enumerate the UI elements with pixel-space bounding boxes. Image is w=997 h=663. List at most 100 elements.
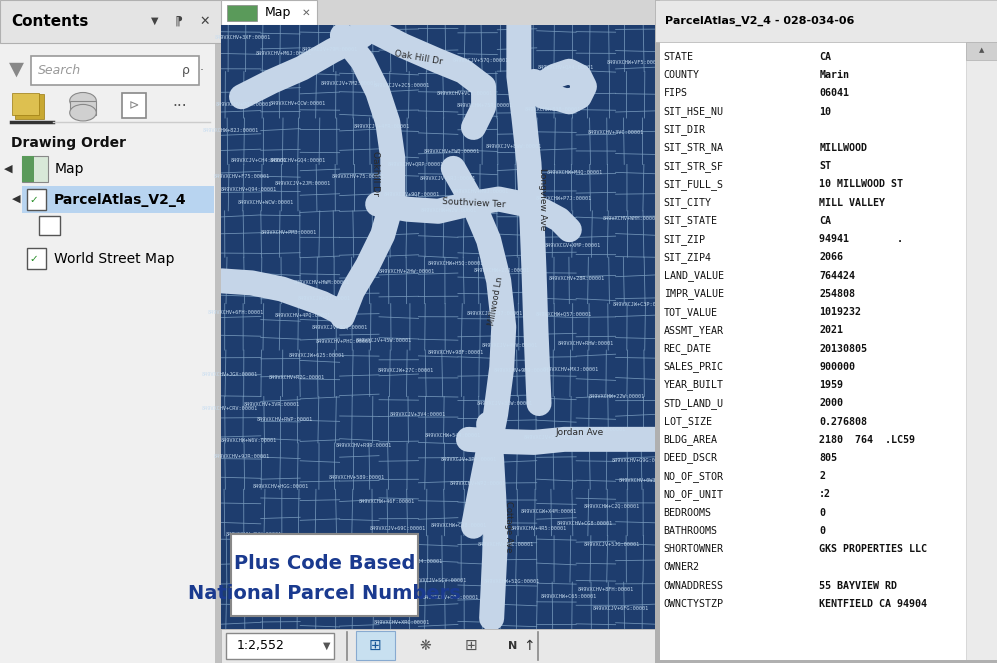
- Text: 849VXCHV+CG8:00001: 849VXCHV+CG8:00001: [556, 521, 612, 526]
- Bar: [655, 0, 997, 42]
- Text: 849VXCJV+9QF:00001: 849VXCJV+9QF:00001: [384, 192, 441, 197]
- Text: 254808: 254808: [820, 289, 855, 299]
- Text: Marin: Marin: [820, 70, 849, 80]
- Text: 849VXCJV+69C:00001: 849VXCJV+69C:00001: [370, 526, 426, 531]
- Text: 849VXCJV+4FR:00001: 849VXCJV+4FR:00001: [353, 124, 410, 129]
- Text: ·: ·: [199, 64, 203, 77]
- Text: 849VXCJV+74W:00001: 849VXCJV+74W:00001: [360, 582, 416, 587]
- Text: 764424: 764424: [820, 271, 855, 280]
- Text: SIT_CITY: SIT_CITY: [664, 198, 712, 208]
- Text: 849VXCHV+HGG:00001: 849VXCHV+HGG:00001: [252, 484, 309, 489]
- Text: 849VXCHV+RWP:00001: 849VXCHV+RWP:00001: [256, 417, 312, 422]
- Text: 849VXCHV+PHC:00001: 849VXCHV+PHC:00001: [315, 339, 372, 343]
- Text: Map: Map: [264, 6, 291, 19]
- Text: 0: 0: [820, 508, 826, 518]
- Text: :2: :2: [820, 489, 831, 499]
- Text: 849VXCHV+J89:00001: 849VXCHV+J89:00001: [569, 427, 626, 432]
- Text: ParcelAtlas_V2_4 - 028-034-06: ParcelAtlas_V2_4 - 028-034-06: [665, 16, 854, 27]
- Text: FIPS: FIPS: [664, 88, 688, 98]
- Text: SIT_STATE: SIT_STATE: [664, 215, 718, 226]
- Bar: [966, 42, 997, 60]
- Text: 849VXCJV+8GQ:00001: 849VXCJV+8GQ:00001: [312, 324, 368, 330]
- Text: 849VXCHW+46F:00001: 849VXCHW+46F:00001: [359, 499, 415, 504]
- Text: SHORTOWNER: SHORTOWNER: [664, 544, 724, 554]
- Text: 849VXCHV+9JR:00001: 849VXCHV+9JR:00001: [213, 454, 269, 459]
- Text: ✕: ✕: [199, 15, 209, 28]
- Ellipse shape: [70, 92, 97, 109]
- Text: 849VXCHV+G9G:00001: 849VXCHV+G9G:00001: [423, 595, 480, 600]
- Text: 849VXCHV+9VV:00001: 849VXCHV+9VV:00001: [225, 532, 281, 537]
- Text: BATHROOMS: BATHROOMS: [664, 526, 718, 536]
- Text: 10: 10: [820, 107, 831, 117]
- Text: 849VXCJV+2JM:00001: 849VXCJV+2JM:00001: [275, 182, 331, 186]
- Bar: [16, 94, 44, 119]
- Text: 849VXCJV+4WV:00001: 849VXCJV+4WV:00001: [482, 343, 538, 349]
- Text: 849VXCJV+2C5:00001: 849VXCJV+2C5:00001: [373, 84, 430, 88]
- Text: ↑: ↑: [522, 638, 534, 653]
- Text: 849VXCHV+R99:00001: 849VXCHV+R99:00001: [336, 443, 392, 448]
- Text: 849VXCHV+M6J:00001: 849VXCHV+M6J:00001: [255, 50, 312, 56]
- Text: 849VXCHV+JGX:00001: 849VXCHV+JGX:00001: [201, 372, 257, 377]
- Text: 849VXCHV+WP2:00001: 849VXCHV+WP2:00001: [450, 481, 505, 487]
- Text: National Parcel Numbers: National Parcel Numbers: [188, 584, 461, 603]
- Text: 2066: 2066: [820, 253, 843, 263]
- Text: ❋: ❋: [420, 638, 431, 653]
- Text: 849VXCJW+C3P:00001: 849VXCJW+C3P:00001: [612, 302, 669, 306]
- Text: 0: 0: [820, 526, 826, 536]
- Text: ρ: ρ: [181, 64, 189, 77]
- Text: 849VXCHV+0W3:00001: 849VXCHV+0W3:00001: [619, 477, 675, 483]
- Text: 849VXCHV+3XF:00001: 849VXCHV+3XF:00001: [215, 34, 271, 40]
- Text: 20130805: 20130805: [820, 343, 867, 353]
- Text: 849VXCHW+M4Q:00001: 849VXCHW+M4Q:00001: [546, 170, 602, 175]
- Bar: [655, 660, 997, 663]
- Text: OWNER2: OWNER2: [664, 562, 700, 572]
- Text: LOT_SIZE: LOT_SIZE: [664, 416, 712, 427]
- Text: IMPR_VALUE: IMPR_VALUE: [664, 288, 724, 299]
- Text: 849VXCJV+7M2:00001: 849VXCJV+7M2:00001: [320, 82, 377, 86]
- Text: 849VXCHV+3VR:00001: 849VXCHV+3VR:00001: [243, 402, 300, 407]
- Text: SIT_ZIP4: SIT_ZIP4: [664, 252, 712, 263]
- Text: Contents: Contents: [11, 14, 89, 29]
- Text: 805: 805: [820, 453, 837, 463]
- Text: 849VXCHV+FWQ:00001: 849VXCHV+FWQ:00001: [424, 149, 481, 153]
- Text: 849VXCJW+87:00001: 849VXCJW+87:00001: [297, 296, 351, 300]
- Text: SIT_STR_NA: SIT_STR_NA: [664, 143, 724, 153]
- Text: Millwood Ln: Millwood Ln: [487, 276, 504, 326]
- Text: NO_OF_STOR: NO_OF_STOR: [664, 471, 724, 481]
- Bar: [0, 0, 221, 43]
- Text: KENTFIELD CA 94904: KENTFIELD CA 94904: [820, 599, 927, 609]
- Text: ST: ST: [820, 161, 831, 171]
- Text: 849VXCGV+XMP:00001: 849VXCGV+XMP:00001: [545, 243, 601, 249]
- Text: OWNCTYSTZP: OWNCTYSTZP: [664, 599, 724, 609]
- Text: Jordan Ave: Jordan Ave: [555, 428, 603, 437]
- Bar: [22, 156, 34, 182]
- Text: 849VXCJV+79M:00001: 849VXCJV+79M:00001: [302, 46, 358, 52]
- Text: 849VXCHV+HMC:00001: 849VXCHV+HMC:00001: [478, 542, 533, 548]
- Text: 849VXCHV+XRC:00001: 849VXCHV+XRC:00001: [374, 620, 431, 625]
- Text: 849VXCHV+RHW:00001: 849VXCHV+RHW:00001: [557, 341, 614, 346]
- Text: 849VXCJV+33W:00001: 849VXCJV+33W:00001: [477, 401, 533, 406]
- Text: 849VXCHW+76H:00001: 849VXCHW+76H:00001: [316, 550, 372, 554]
- Text: 849VXCHV+WHH:00001: 849VXCHV+WHH:00001: [603, 216, 659, 221]
- Text: Search: Search: [38, 64, 81, 77]
- Bar: [122, 93, 147, 118]
- Text: 849VXCHW+Q57:00001: 849VXCHW+Q57:00001: [535, 311, 592, 316]
- Text: ✓: ✓: [30, 194, 39, 205]
- Text: 2000: 2000: [820, 398, 843, 408]
- Text: ◀: ◀: [4, 164, 13, 174]
- Text: 849VXCHV+QRP:00001: 849VXCHV+QRP:00001: [388, 161, 445, 166]
- Text: 849VXCHV+28R:00001: 849VXCHV+28R:00001: [548, 276, 605, 282]
- FancyBboxPatch shape: [31, 56, 199, 85]
- Text: 1959: 1959: [820, 380, 843, 390]
- Text: 849VXCHV+2HW:00001: 849VXCHV+2HW:00001: [378, 269, 435, 274]
- Bar: [966, 42, 997, 663]
- Text: N: N: [507, 640, 516, 651]
- Text: 849VXCHV+98F:00001: 849VXCHV+98F:00001: [428, 349, 485, 355]
- Text: 849VXCHV+9M9:00001: 849VXCHV+9M9:00001: [494, 367, 549, 373]
- Text: STATE: STATE: [664, 52, 694, 62]
- Text: Plus Code Based: Plus Code Based: [234, 554, 416, 573]
- Text: 849VXCHV+HWM:00001: 849VXCHV+HWM:00001: [293, 280, 349, 285]
- Text: 849VXCHW+C48:00001: 849VXCHW+C48:00001: [431, 523, 488, 528]
- Text: SALES_PRIC: SALES_PRIC: [664, 361, 724, 372]
- Text: 849VXCHV+PQR:00001: 849VXCHV+PQR:00001: [215, 101, 272, 107]
